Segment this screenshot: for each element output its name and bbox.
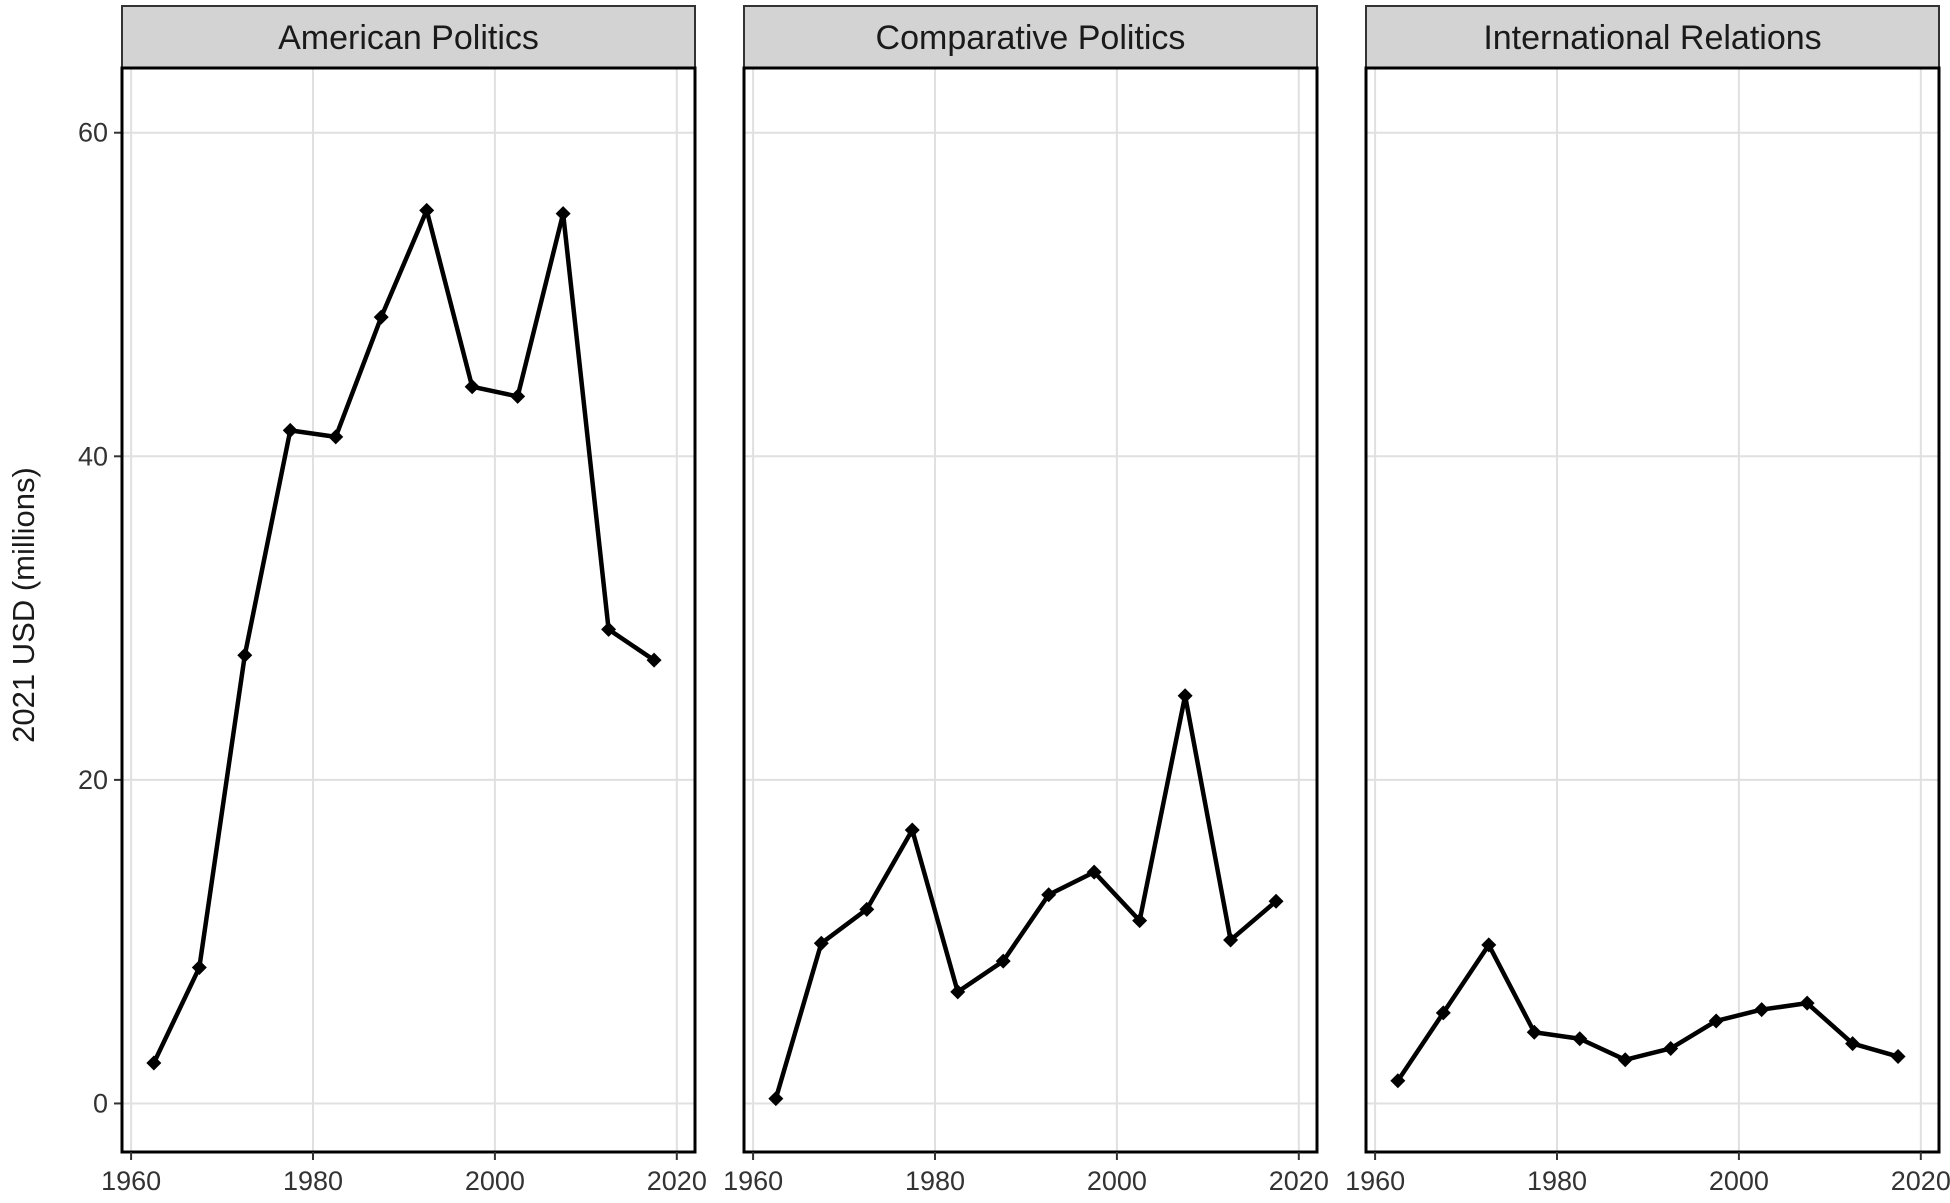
x-tick-label: 2000	[1709, 1166, 1769, 1196]
y-tick-label: 0	[93, 1088, 108, 1118]
panel-border	[120, 66, 697, 1154]
strip-title: International Relations	[1483, 19, 1821, 57]
facet-panel: International Relations 1960 1980 2000 2020	[1345, 5, 1950, 1196]
x-tick-label: 1960	[1345, 1166, 1405, 1196]
data-point	[191, 960, 207, 976]
facet-panel: Comparative Politics 1960 1980 2000 2020	[723, 5, 1329, 1196]
data-point	[1177, 688, 1193, 704]
data-point	[1845, 1036, 1861, 1052]
panel-border	[742, 66, 1319, 1154]
data-point	[813, 935, 829, 951]
data-point	[555, 206, 571, 222]
data-point	[950, 984, 966, 1000]
x-tick-label: 2000	[465, 1166, 525, 1196]
data-point	[1086, 864, 1102, 880]
data-point	[1132, 913, 1148, 929]
data-point	[282, 422, 298, 438]
x-tick-label: 1960	[723, 1166, 783, 1196]
facet-panel: American Politics 1960 1980 2000 2020	[101, 5, 707, 1196]
data-point	[1435, 1005, 1451, 1021]
data-point	[904, 822, 920, 838]
data-point	[1799, 995, 1815, 1011]
strip-background	[1365, 5, 1940, 69]
data-point	[1754, 1002, 1770, 1018]
data-point	[1526, 1024, 1542, 1040]
y-axis: 0 20 40 60	[78, 118, 122, 1118]
data-point	[1041, 887, 1057, 903]
panel-border	[1364, 66, 1941, 1154]
series-line	[773, 693, 1279, 1101]
data-point	[1390, 1073, 1406, 1089]
x-tick-label: 1980	[905, 1166, 965, 1196]
data-point	[328, 429, 344, 445]
strip-title: American Politics	[278, 19, 539, 57]
x-tick-label: 1980	[283, 1166, 343, 1196]
panel-background	[744, 68, 1317, 1152]
x-tick-label: 2020	[647, 1166, 707, 1196]
data-point	[237, 647, 253, 663]
data-point	[1890, 1049, 1906, 1065]
data-point	[1268, 893, 1284, 909]
strip-title: Comparative Politics	[876, 19, 1186, 57]
x-tick-label: 1960	[101, 1166, 161, 1196]
x-tick-label: 2020	[1891, 1166, 1950, 1196]
series-line	[1395, 942, 1901, 1084]
data-point	[146, 1055, 162, 1071]
data-point	[646, 652, 662, 668]
y-tick-label: 60	[78, 118, 108, 148]
data-point	[373, 309, 389, 325]
y-tick-label: 20	[78, 765, 108, 795]
data-point	[1708, 1013, 1724, 1029]
data-point	[1663, 1040, 1679, 1056]
y-axis-title: 2021 USD (millions)	[6, 467, 41, 743]
x-tick-label: 2020	[1269, 1166, 1329, 1196]
data-point	[601, 621, 617, 637]
x-tick-label: 1980	[1527, 1166, 1587, 1196]
panel-background	[1366, 68, 1939, 1152]
data-point	[1572, 1031, 1588, 1047]
strip-background	[121, 5, 696, 69]
data-point	[1481, 937, 1497, 953]
panel-background	[122, 68, 695, 1152]
strip-background	[743, 5, 1318, 69]
data-point	[859, 901, 875, 917]
data-point	[768, 1091, 784, 1107]
y-tick-label: 40	[78, 441, 108, 471]
data-point	[419, 202, 435, 218]
data-point	[1223, 932, 1239, 948]
series-line	[151, 208, 657, 1066]
x-tick-label: 2000	[1087, 1166, 1147, 1196]
data-point	[1617, 1052, 1633, 1068]
data-point	[464, 379, 480, 395]
data-point	[995, 953, 1011, 969]
